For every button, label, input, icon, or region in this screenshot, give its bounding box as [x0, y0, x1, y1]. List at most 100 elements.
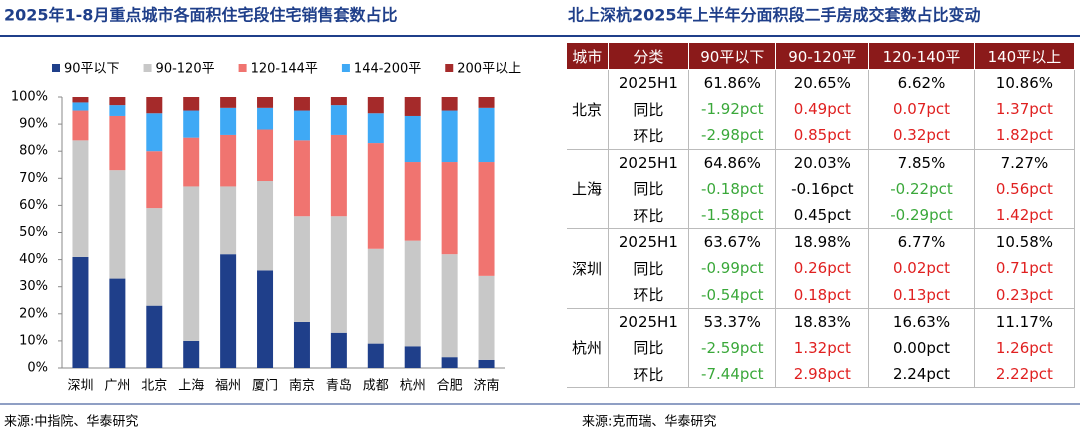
value-cell: -7.44pct	[688, 361, 777, 389]
x-tick-label: 上海	[178, 379, 204, 394]
y-tick-label: 50%	[19, 225, 48, 240]
y-tick-label: 10%	[19, 333, 48, 348]
value-cell: -0.16pct	[775, 175, 870, 202]
bar-segment	[293, 216, 310, 322]
value-cell: -0.99pct	[688, 255, 777, 282]
table-row: 杭州 2025H1 53.37% 18.83% 16.63% 11.17%	[566, 308, 1076, 389]
x-tick-label: 杭州	[400, 379, 426, 394]
bar-segment	[220, 254, 237, 368]
bar-segment	[404, 346, 421, 368]
bar-segment	[404, 162, 421, 241]
bar-segment	[293, 110, 310, 141]
value-cell: -0.29pct	[868, 201, 975, 230]
y-tick-label: 20%	[19, 306, 48, 321]
bar-segment	[220, 107, 237, 135]
x-tick-label: 北京	[141, 379, 167, 394]
row-label: 环比	[608, 361, 690, 389]
x-tick-label: 合肥	[437, 379, 463, 394]
value-cell: 20.65%	[775, 69, 870, 97]
x-tick-label: 福州	[215, 379, 241, 394]
bar-segment	[478, 359, 495, 368]
bar-segment	[293, 140, 310, 217]
bar-segment	[72, 110, 89, 141]
value-cell: 0.02pct	[868, 255, 975, 282]
bar-segment	[367, 248, 384, 344]
value-cell: 2.22pct	[974, 361, 1076, 389]
bar-segment	[220, 97, 237, 108]
value-cell: 16.63%	[868, 308, 975, 335]
row-label: 2025H1	[608, 228, 690, 256]
value-cell: 2.24pct	[868, 361, 975, 389]
bar-segment	[146, 208, 163, 306]
value-cell: 0.56pct	[974, 175, 1076, 202]
bar-segment	[441, 162, 458, 255]
bar-segment	[146, 97, 163, 114]
bar-segment	[330, 134, 347, 217]
value-cell: 0.13pct	[868, 281, 975, 309]
bar-segment	[257, 107, 274, 130]
value-cell: 1.37pct	[974, 96, 1076, 123]
value-cell: 0.26pct	[775, 255, 870, 282]
x-tick-label: 成都	[363, 379, 389, 394]
bar-segment	[441, 97, 458, 111]
value-cell: 1.82pct	[974, 122, 1076, 150]
bar-segment	[330, 97, 347, 106]
bar-segment	[183, 110, 200, 138]
bar-segment	[183, 137, 200, 187]
row-label: 同比	[608, 255, 690, 282]
value-cell: -0.22pct	[868, 175, 975, 202]
value-cell: -0.18pct	[688, 175, 777, 202]
value-cell: -1.92pct	[688, 96, 777, 123]
value-cell: -2.98pct	[688, 122, 777, 150]
bar-segment	[330, 332, 347, 368]
row-label: 环比	[608, 201, 690, 230]
value-cell: 0.18pct	[775, 281, 870, 309]
y-tick-label: 70%	[19, 171, 48, 186]
value-cell: 18.98%	[775, 228, 870, 256]
row-label: 2025H1	[608, 308, 690, 335]
chart-title: 2025年1-8月重点城市各面积住宅段住宅销售套数占比	[4, 6, 397, 25]
bar-segment	[293, 97, 310, 111]
x-tick-label: 广州	[104, 379, 130, 394]
bar-segment	[404, 115, 421, 163]
legend-swatch	[341, 64, 350, 72]
header-row: 城市 分类 90平以下 90-120平 120-140平 140平以上	[566, 42, 1076, 70]
value-cell: -2.59pct	[688, 334, 777, 362]
bar-segment	[367, 143, 384, 249]
bar-segment	[183, 340, 200, 368]
table-row: 同比 -0.18pct -0.16pct -0.22pct 0.56pct	[567, 175, 1076, 202]
value-cell: -0.54pct	[688, 281, 777, 309]
value-cell: 0.85pct	[775, 122, 870, 150]
value-cell: 0.23pct	[974, 281, 1076, 309]
value-cell: 10.58%	[974, 228, 1076, 256]
city-cell: 北京	[566, 69, 609, 150]
value-cell: 64.86%	[688, 149, 777, 176]
row-label: 2025H1	[608, 149, 690, 176]
value-cell: 11.17%	[974, 308, 1076, 335]
table-row: 环比 -1.58pct 0.45pct -0.29pct 1.42pct	[567, 201, 1076, 230]
bar-segment	[72, 97, 89, 103]
bar-segment	[72, 140, 89, 257]
y-tick-label: 30%	[19, 279, 48, 294]
value-cell: 6.62%	[868, 69, 975, 97]
value-cell: 53.37%	[688, 308, 777, 335]
value-cell: 0.07pct	[868, 96, 975, 123]
row-label: 同比	[608, 96, 690, 123]
bar-segment	[146, 113, 163, 152]
value-cell: 0.49pct	[775, 96, 870, 123]
legend-swatch	[445, 64, 454, 72]
value-cell: 6.77%	[868, 228, 975, 256]
header-cell: 分类	[607, 42, 690, 70]
bar-segment	[404, 97, 421, 116]
bar-segment	[257, 270, 274, 368]
value-cell: 0.45pct	[775, 201, 870, 230]
legend-label: 200平以上	[457, 62, 521, 77]
table-row: 深圳 2025H1 63.67% 18.98% 6.77% 10.58%	[566, 228, 1076, 309]
legend-swatch	[238, 64, 247, 72]
value-cell: 10.86%	[974, 69, 1076, 97]
table-row: 环比 -2.98pct 0.85pct 0.32pct 1.82pct	[567, 122, 1076, 150]
table-title: 北上深杭2025年上半年分面积段二手房成交套数占比变动	[568, 6, 981, 25]
x-tick-label: 青岛	[326, 378, 352, 394]
y-tick-label: 0%	[27, 361, 48, 376]
value-cell: 7.27%	[974, 149, 1076, 176]
